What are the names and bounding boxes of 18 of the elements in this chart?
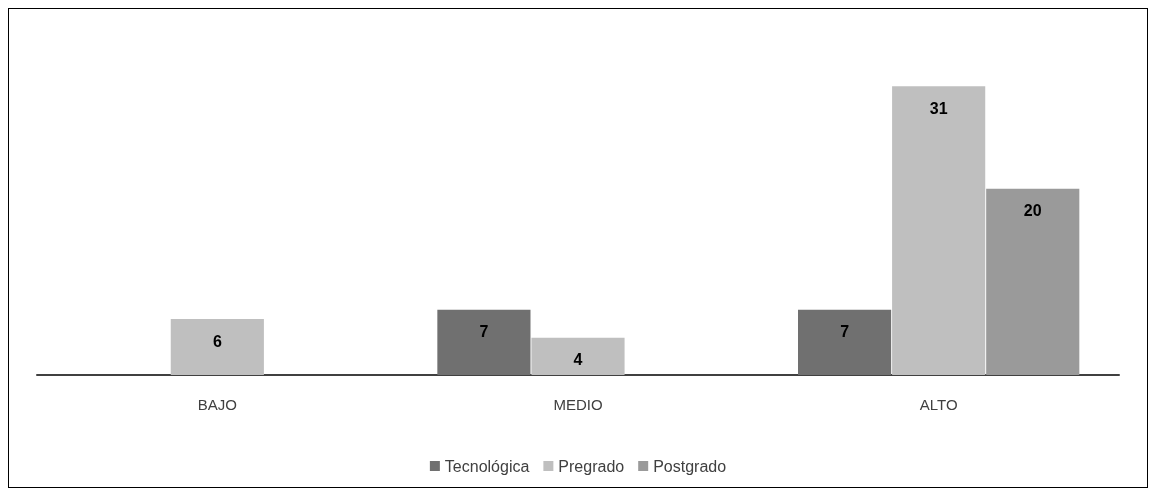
bar bbox=[437, 309, 531, 375]
data-label: 4 bbox=[573, 351, 583, 369]
x-tick-label: ALTO bbox=[919, 396, 958, 413]
bar bbox=[986, 188, 1080, 375]
bar bbox=[531, 337, 625, 375]
bar bbox=[798, 309, 892, 375]
data-label: 6 bbox=[212, 332, 222, 350]
bar bbox=[170, 319, 264, 375]
bar bbox=[892, 86, 986, 375]
data-label: 7 bbox=[840, 323, 850, 341]
legend-label: Tecnológica bbox=[444, 457, 530, 475]
legend-label: Postgrado bbox=[653, 457, 727, 475]
x-tick-label: MEDIO bbox=[553, 396, 603, 413]
data-label: 31 bbox=[929, 99, 948, 117]
legend-label: Pregrado bbox=[558, 457, 625, 475]
data-label: 20 bbox=[1023, 202, 1042, 220]
x-tick-label: BAJO bbox=[197, 396, 237, 413]
data-label: 7 bbox=[479, 323, 489, 341]
